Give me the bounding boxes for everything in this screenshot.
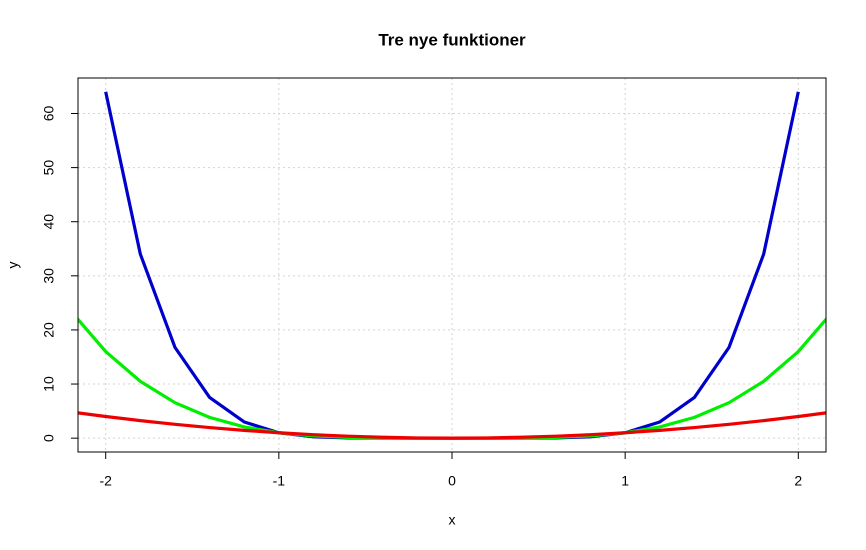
- chart-title: Tre nye funktioner: [378, 30, 526, 49]
- x-tick-label: 1: [621, 473, 629, 489]
- y-tick-label: 30: [41, 268, 57, 284]
- y-tick-label: 60: [41, 105, 57, 121]
- x-axis-label: x: [449, 512, 456, 528]
- y-tick-label: 10: [41, 376, 57, 392]
- y-tick-label: 0: [41, 434, 57, 442]
- plot-area: [78, 91, 826, 440]
- series-line: [78, 411, 826, 440]
- y-axis-label: y: [5, 262, 21, 269]
- y-tick-label: 20: [41, 322, 57, 338]
- grid: [78, 78, 826, 452]
- x-tick-label: -1: [273, 473, 286, 489]
- x-tick-label: 2: [794, 473, 802, 489]
- y-tick-label: 50: [41, 160, 57, 176]
- y-tick-label: 40: [41, 214, 57, 230]
- x-tick-label: -2: [99, 473, 112, 489]
- x-tick-label: 0: [448, 473, 456, 489]
